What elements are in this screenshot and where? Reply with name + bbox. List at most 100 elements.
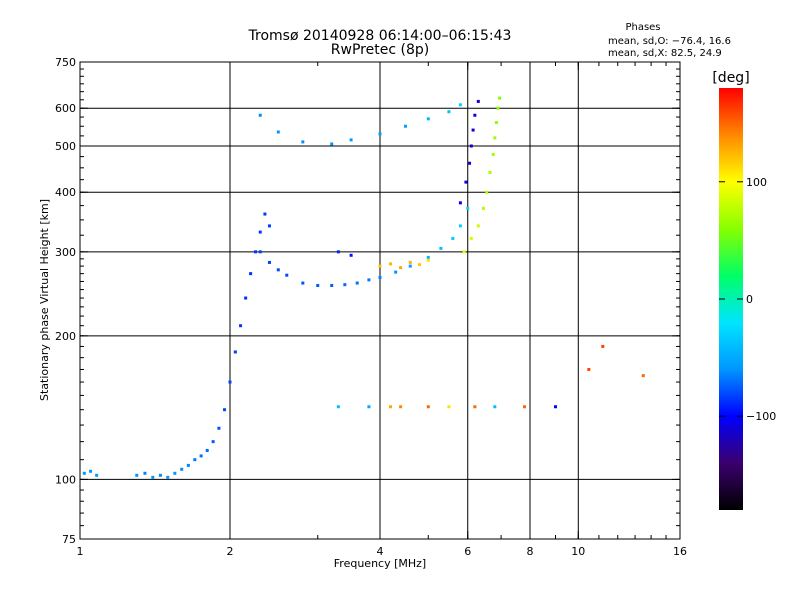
data-point: [199, 454, 203, 458]
phase-o-stats: mean, sd,O: −76.4, 16.6: [608, 36, 731, 47]
y-axis: 75 100 200 300 400 500 600 750: [55, 56, 680, 546]
y-tick-label: 75: [62, 533, 76, 546]
data-point: [258, 250, 262, 254]
colorbar-tick-label: 100: [746, 176, 767, 189]
data-point: [186, 463, 190, 467]
data-point: [462, 250, 466, 254]
colorbar-tick-label: 0: [746, 293, 753, 306]
data-point: [464, 180, 468, 184]
data-point: [399, 405, 403, 409]
data-point: [267, 224, 271, 228]
data-point: [394, 270, 398, 274]
data-point: [258, 113, 262, 117]
data-point: [330, 142, 334, 146]
data-point: [301, 281, 305, 285]
data-point: [408, 260, 412, 264]
data-point: [469, 144, 473, 148]
data-point: [193, 458, 197, 462]
data-point: [473, 405, 477, 409]
y-tick-label: 300: [55, 246, 76, 259]
data-point: [601, 344, 605, 348]
data-point: [493, 136, 497, 140]
data-point: [249, 272, 253, 276]
x-axis: 1 2 4 6 8 10 16: [77, 62, 687, 558]
x-tick-label: 2: [227, 545, 234, 558]
data-point: [89, 469, 93, 473]
data-point: [408, 264, 412, 268]
y-tick-label: 200: [55, 330, 76, 343]
y-tick-label: 100: [55, 473, 76, 486]
data-point: [468, 161, 472, 165]
data-point: [151, 475, 155, 479]
data-point: [211, 440, 215, 444]
data-point: [498, 96, 502, 100]
data-point: [276, 130, 280, 134]
data-point: [389, 405, 393, 409]
chart-title: Tromsø 20140928 06:14:00–06:15:43: [248, 28, 512, 44]
y-axis-label: Stationary phase Virtual Height [km]: [38, 199, 51, 401]
data-point: [403, 124, 407, 128]
chart-subtitle: RwPretec (8p): [331, 42, 429, 58]
data-point: [417, 263, 421, 267]
data-point: [481, 206, 485, 210]
data-point: [458, 224, 462, 228]
data-point: [523, 405, 527, 409]
data-point: [228, 380, 232, 384]
data-point: [217, 426, 221, 430]
data-point: [267, 260, 271, 264]
data-point: [426, 258, 430, 262]
x-tick-label: 10: [571, 545, 585, 558]
data-point: [239, 324, 243, 328]
data-point: [253, 250, 257, 254]
data-point: [587, 367, 591, 371]
data-point: [378, 132, 382, 136]
data-point: [301, 140, 305, 144]
data-point: [426, 405, 430, 409]
data-point: [476, 224, 480, 228]
data-point: [494, 121, 498, 125]
x-axis-label: Frequency [MHz]: [334, 557, 426, 570]
colorbar-ticks: 100 0 −100: [719, 176, 776, 423]
data-point: [173, 471, 177, 475]
data-point: [349, 253, 353, 257]
x-tick-label: 4: [377, 545, 384, 558]
data-point: [399, 266, 403, 270]
y-tick-label: 500: [55, 140, 76, 153]
phase-title: Phases: [625, 22, 660, 33]
phase-x-stats: mean, sd,X: 82.5, 24.9: [608, 48, 722, 59]
data-point: [316, 283, 320, 287]
data-point: [367, 405, 371, 409]
data-point: [166, 475, 170, 479]
data-point: [205, 448, 209, 452]
x-tick-label: 16: [673, 545, 687, 558]
data-point: [143, 471, 147, 475]
data-point: [439, 246, 443, 250]
data-point: [471, 128, 475, 132]
data-point: [367, 278, 371, 282]
data-point: [158, 473, 162, 477]
data-point: [244, 296, 248, 300]
data-point: [276, 268, 280, 272]
data-point: [389, 262, 393, 266]
data-point: [223, 408, 227, 412]
data-points: [82, 96, 645, 479]
x-tick-label: 8: [527, 545, 534, 558]
data-point: [485, 190, 489, 194]
data-point: [233, 350, 237, 354]
y-tick-label: 750: [55, 56, 76, 69]
x-tick-label: 6: [464, 545, 471, 558]
data-point: [458, 103, 462, 107]
data-point: [466, 206, 470, 210]
data-point: [336, 250, 340, 254]
x-tick-label: 1: [77, 545, 84, 558]
data-point: [473, 113, 477, 117]
data-point: [458, 201, 462, 205]
data-point: [496, 106, 500, 110]
y-tick-label: 600: [55, 102, 76, 115]
data-point: [488, 170, 492, 174]
data-point: [553, 405, 557, 409]
data-point: [135, 473, 139, 477]
data-point: [180, 467, 184, 471]
data-point: [378, 264, 382, 268]
